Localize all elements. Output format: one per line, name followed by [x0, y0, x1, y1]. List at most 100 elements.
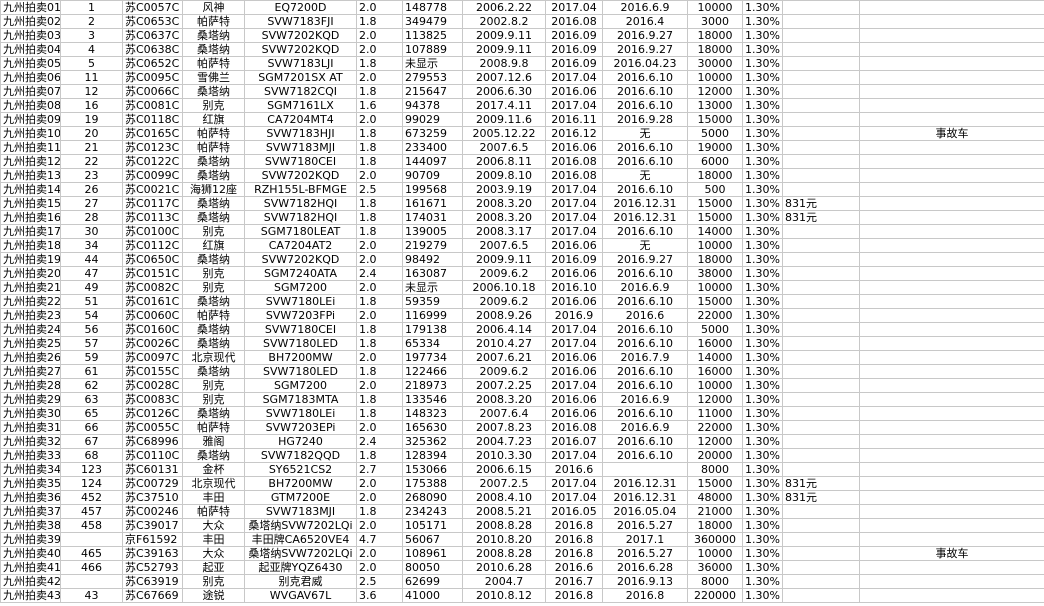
cell: 1.30%: [742, 518, 783, 533]
row: 九州拍卖42 苏C63919 别克 别克君威 2.5 62699 2004.7 2016.7 2…: [0, 574, 1044, 589]
cell: 11000: [687, 406, 743, 421]
cell: 1.30%: [742, 574, 783, 589]
row: 九州拍卖12 22 苏C0122C 桑塔纳 SVW7180CEI 1.8 144097 200…: [0, 154, 1044, 169]
cell: [859, 420, 1044, 435]
row: 九州拍卖17 30 苏C0100C 别克 SGM7180LEAT 1.8 139005 200…: [0, 224, 1044, 239]
cell: 54: [60, 308, 123, 323]
cell: [782, 532, 860, 547]
cell: 九州拍卖38: [0, 518, 61, 533]
cell: 197734: [402, 350, 463, 365]
cell: 九州拍卖37: [0, 504, 61, 519]
cell: 19000: [687, 140, 743, 155]
cell: 220000: [687, 588, 743, 603]
cell: [859, 406, 1044, 421]
cell: SVW7182HQI: [244, 196, 357, 211]
cell: 219279: [402, 238, 463, 253]
cell: 3: [60, 28, 123, 43]
cell: [859, 42, 1044, 57]
cell: [859, 308, 1044, 323]
cell: 8000: [687, 574, 743, 589]
cell: 2010.3.30: [462, 448, 546, 463]
cell: 2016.6.10: [602, 154, 688, 169]
cell: 别克: [182, 266, 245, 281]
cell: SVW7180CEI: [244, 322, 357, 337]
cell: 起亚: [182, 560, 245, 575]
cell: 2.0: [356, 490, 403, 505]
cell: 1.30%: [742, 140, 783, 155]
cell: 16000: [687, 336, 743, 351]
cell: [782, 238, 860, 253]
cell: 九州拍卖32: [0, 434, 61, 449]
row: 九州拍卖37 457 苏C00246 帕萨特 SVW7183MJI 1.8 234243 20…: [0, 504, 1044, 519]
cell: 2017.04: [545, 476, 603, 491]
cell: 九州拍卖25: [0, 336, 61, 351]
cell: 1.8: [356, 322, 403, 337]
cell: 20000: [687, 448, 743, 463]
cell: 2.0: [356, 350, 403, 365]
cell: 丰田: [182, 532, 245, 547]
cell: SVW7202KQD: [244, 252, 357, 267]
cell: 2017.04: [545, 490, 603, 505]
cell: 2017.04: [545, 70, 603, 85]
cell: SVW7180LED: [244, 364, 357, 379]
cell: SGM7180LEAT: [244, 224, 357, 239]
cell: 2.0: [356, 168, 403, 183]
cell: 别克君威: [244, 574, 357, 589]
cell: 2016.8: [545, 532, 603, 547]
cell: 2016.12.31: [602, 490, 688, 505]
cell: 41000: [402, 588, 463, 603]
cell: [782, 378, 860, 393]
cell: 2016.06: [545, 238, 603, 253]
cell: SVW7202KQD: [244, 168, 357, 183]
cell: 2016.6: [545, 560, 603, 575]
cell: [859, 280, 1044, 295]
cell: 128394: [402, 448, 463, 463]
cell: 2007.6.21: [462, 350, 546, 365]
cell: 234243: [402, 504, 463, 519]
cell: 19: [60, 112, 123, 127]
cell: 九州拍卖14: [0, 182, 61, 197]
row: 九州拍卖08 16 苏C0081C 别克 SGM7161LX 1.6 94378 2017.4…: [0, 98, 1044, 113]
cell: [859, 434, 1044, 449]
cell: 1.30%: [742, 392, 783, 407]
cell: 458: [60, 518, 123, 533]
cell: 九州拍卖35: [0, 476, 61, 491]
cell: 2008.4.10: [462, 490, 546, 505]
cell: 九州拍卖04: [0, 42, 61, 57]
cell: 苏C0165C: [122, 126, 183, 141]
cell: 桑塔纳: [182, 154, 245, 169]
cell: 2016.9.13: [602, 574, 688, 589]
cell: 苏C67669: [122, 588, 183, 603]
cell: 别克: [182, 98, 245, 113]
cell: 九州拍卖19: [0, 252, 61, 267]
cell: 13000: [687, 98, 743, 113]
cell: 1.30%: [742, 462, 783, 477]
cell: 1.30%: [742, 434, 783, 449]
cell: 99029: [402, 112, 463, 127]
cell: [859, 168, 1044, 183]
cell: 148323: [402, 406, 463, 421]
cell: 雪佛兰: [182, 70, 245, 85]
cell: 九州拍卖24: [0, 322, 61, 337]
row: 九州拍卖26 59 苏C0097C 北京现代 BH7200MW 2.0 197734 2007…: [0, 350, 1044, 365]
cell: 1: [60, 0, 123, 15]
cell: 2.5: [356, 574, 403, 589]
cell: 2016.6.10: [602, 294, 688, 309]
cell: 2016.06: [545, 350, 603, 365]
cell: [859, 196, 1044, 211]
cell: BH7200MW: [244, 350, 357, 365]
cell: 360000: [687, 532, 743, 547]
cell: 苏C60131: [122, 462, 183, 477]
cell: SGM7200: [244, 280, 357, 295]
cell: [782, 224, 860, 239]
cell: 59: [60, 350, 123, 365]
cell: 九州拍卖39: [0, 532, 61, 547]
cell: [859, 56, 1044, 71]
cell: SVW7203FPi: [244, 308, 357, 323]
cell: 途锐: [182, 588, 245, 603]
cell: [602, 462, 688, 477]
cell: 2016.5.27: [602, 518, 688, 533]
cell: 139005: [402, 224, 463, 239]
cell: [782, 546, 860, 561]
